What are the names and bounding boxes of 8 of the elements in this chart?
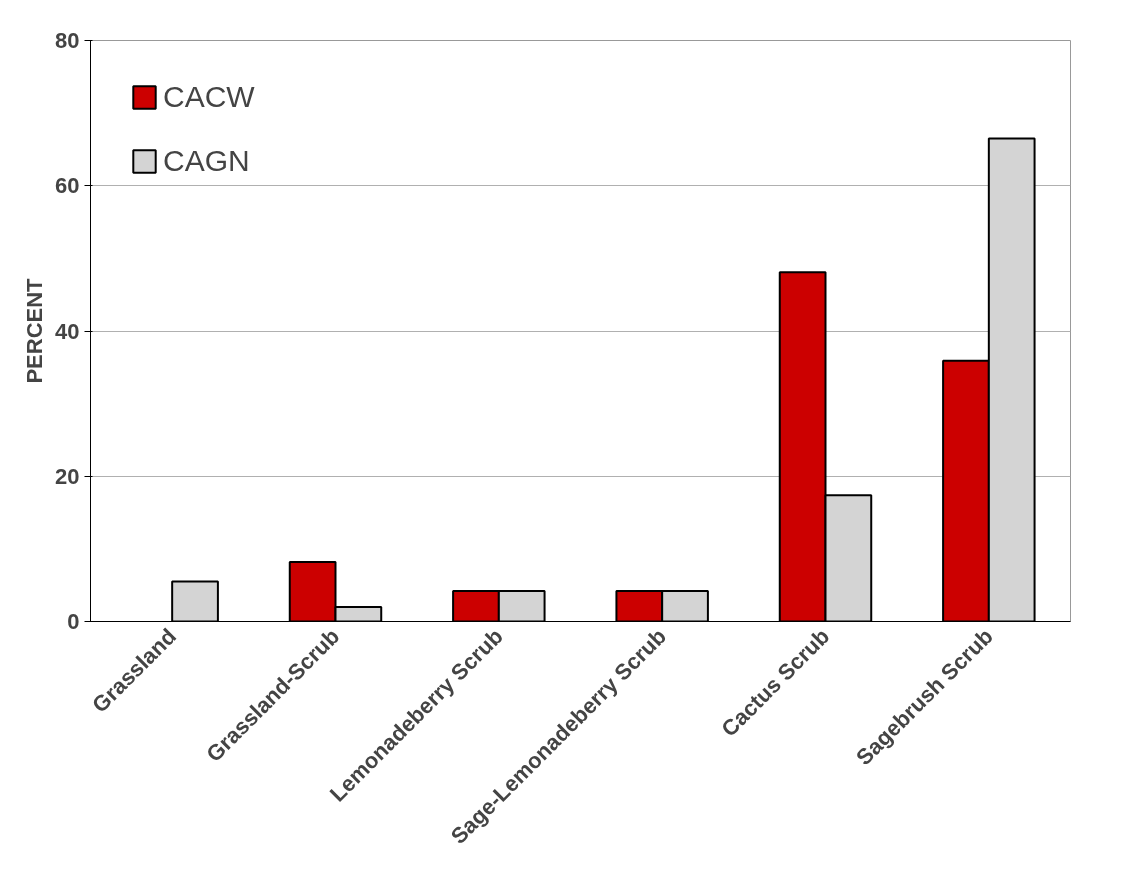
legend-label: CAGN: [163, 144, 250, 178]
y-tick-label: 60: [55, 173, 80, 199]
legend-label: CACW: [163, 80, 255, 114]
y-tick-label: 20: [55, 463, 80, 489]
y-axis-title: PERCENT: [22, 277, 48, 384]
y-tick-label: 40: [55, 318, 80, 344]
y-tick-label: 80: [55, 28, 80, 53]
y-tick-label: 0: [67, 609, 80, 634]
